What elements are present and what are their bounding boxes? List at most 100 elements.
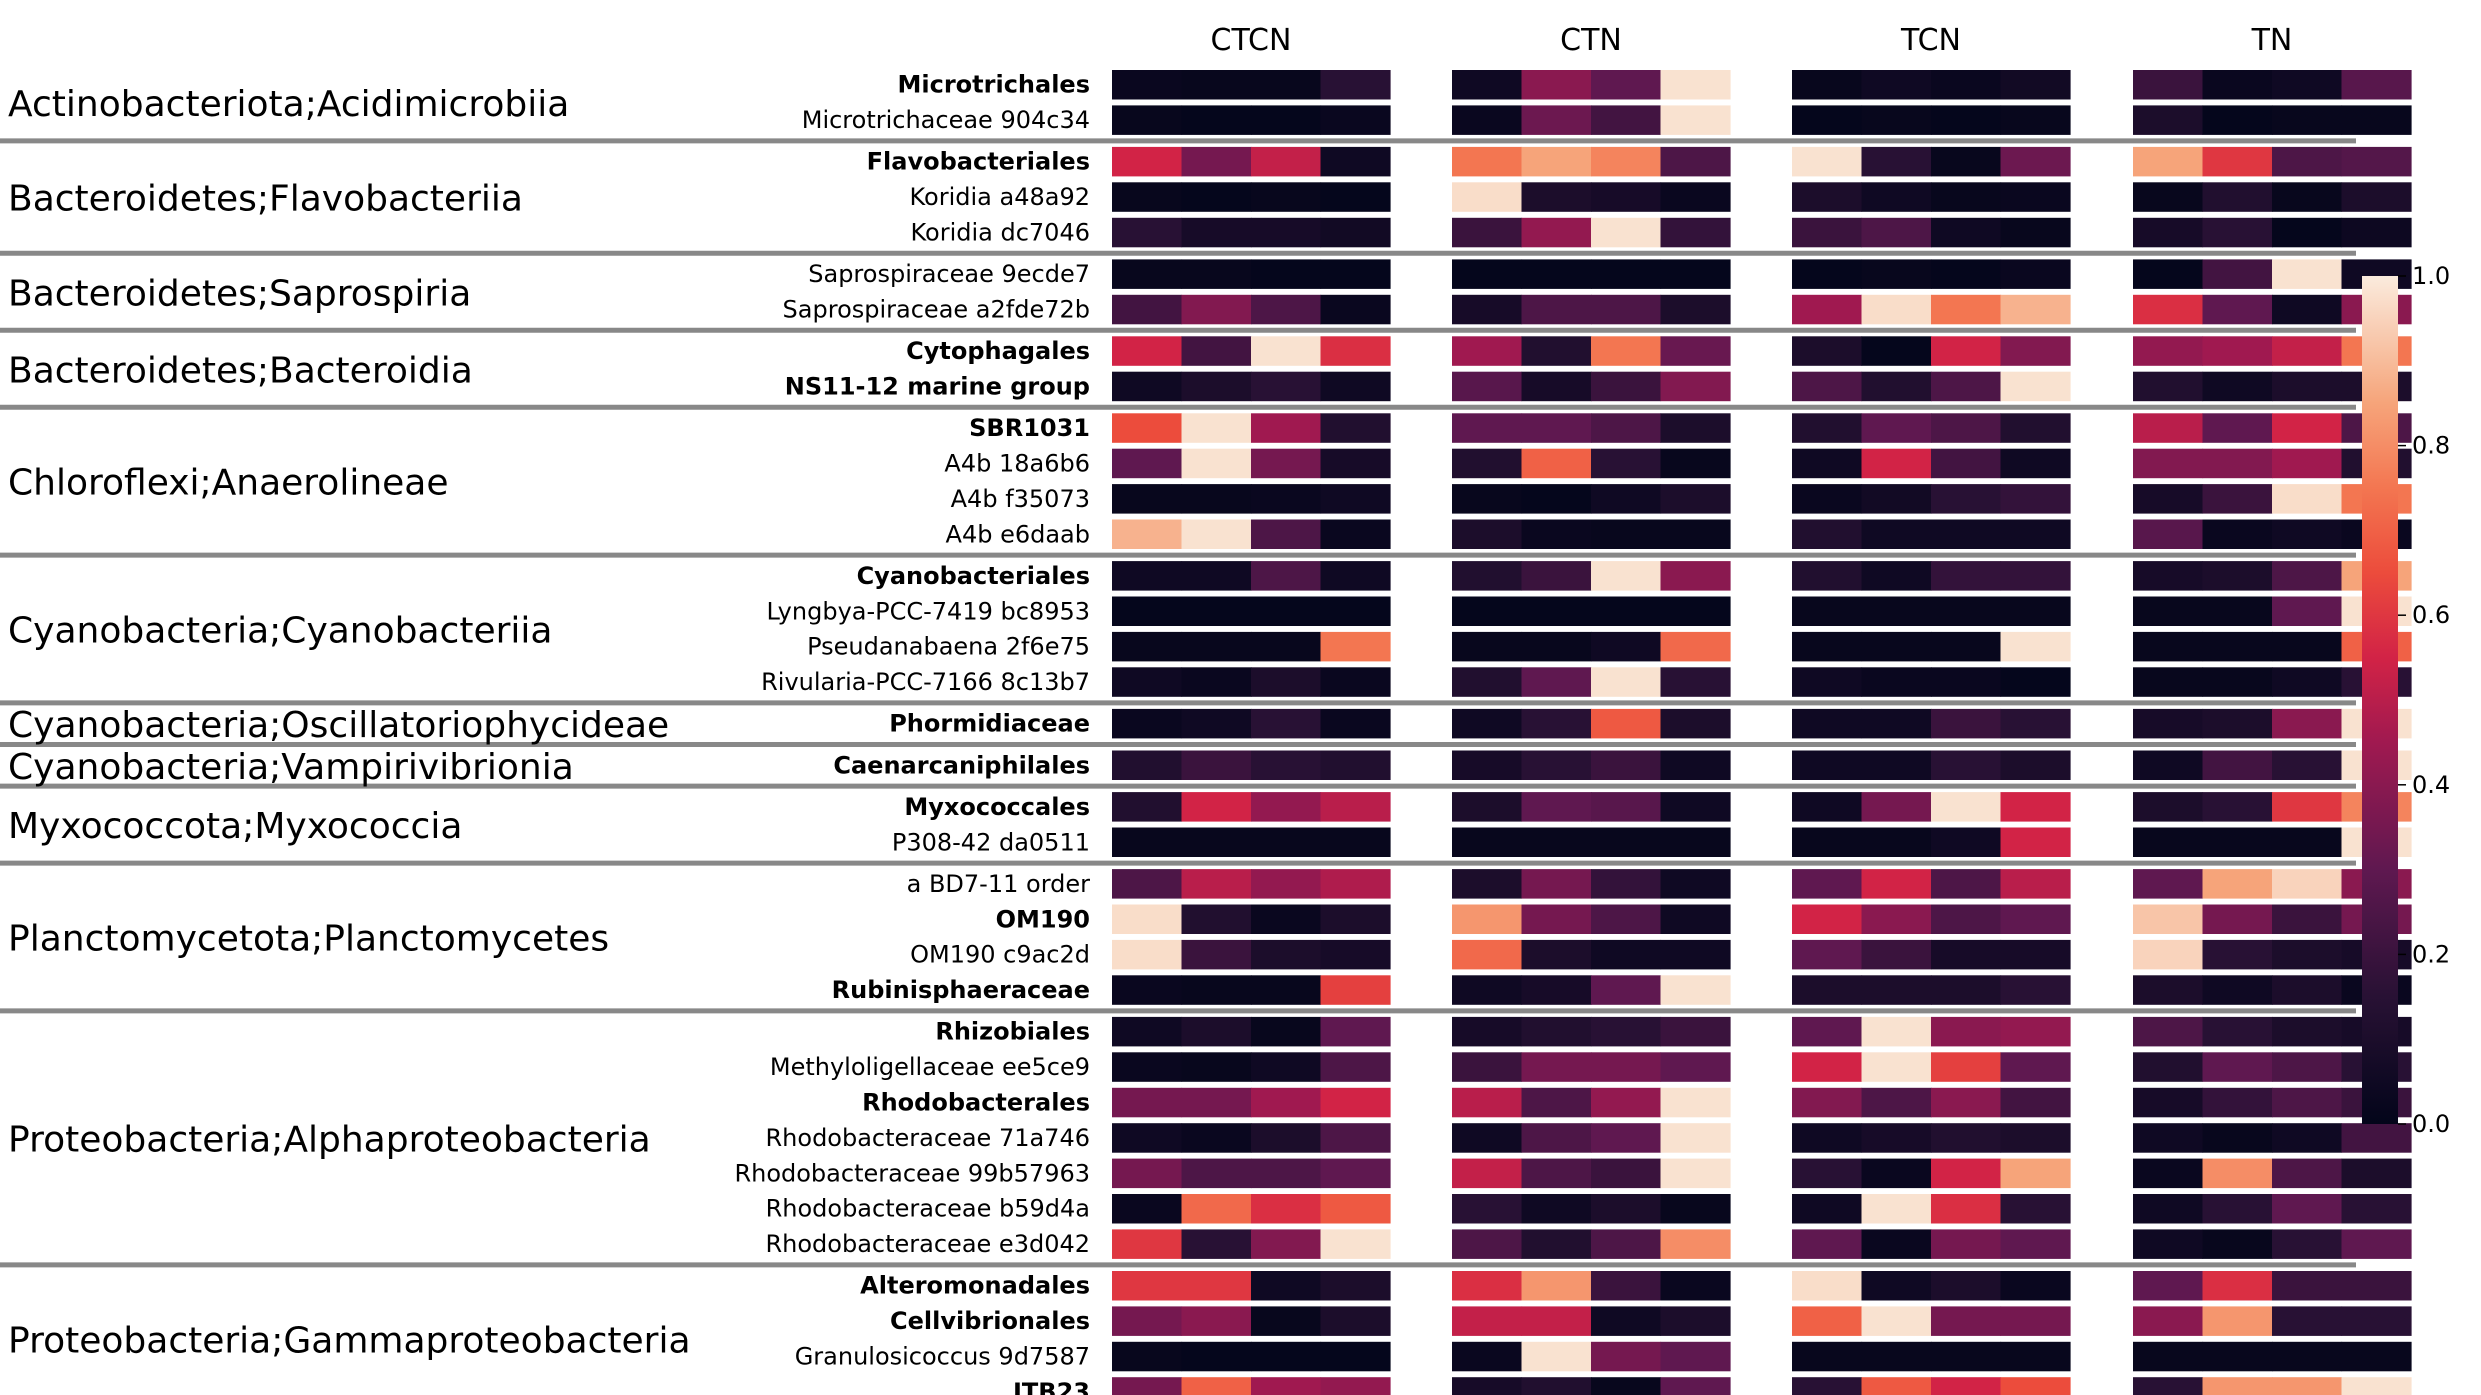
heatmap-cell-tn-3 — [2202, 1341, 2273, 1372]
heatmap-cell-tn-3 — [2202, 904, 2273, 934]
heatmap-cell-ctn-0 — [1452, 904, 1523, 934]
heatmap-cell-tn-0 — [2133, 1341, 2204, 1372]
heatmap-cell-tcn-8 — [2000, 371, 2071, 402]
heatmap-cell-tcn-3 — [1861, 1052, 1932, 1082]
heatmap-cell-ctn-3 — [1521, 1306, 1592, 1336]
heatmap-cell-tcn-8 — [2000, 1194, 2071, 1224]
heatmap-cell-tcn-0 — [1792, 904, 1863, 934]
row-label: Rhodobacteraceae 71a746 — [766, 1124, 1091, 1152]
heatmap-cell-tn-3 — [2202, 1377, 2273, 1395]
heatmap-cell-tcn-5 — [1931, 336, 2002, 366]
heatmap-cell-tcn-5 — [1931, 371, 2002, 402]
heatmap-cell-tcn-3 — [1861, 448, 1932, 479]
heatmap-cell-tcn-3 — [1861, 792, 1932, 822]
heatmap-cell-ctn-3 — [1521, 448, 1592, 479]
heatmap-cell-ctcn-8 — [1320, 667, 1391, 697]
heatmap-cell-tn-5 — [2272, 146, 2343, 177]
heatmap-cell-tn-0 — [2133, 336, 2204, 366]
heatmap-cell-tcn-0 — [1792, 708, 1863, 739]
heatmap-cell-ctcn-8 — [1320, 869, 1391, 899]
heatmap-cell-ctcn-3 — [1181, 336, 1252, 366]
row-label: Rivularia-PCC-7166 8c13b7 — [761, 668, 1090, 696]
colorbar-tick-label: 0.6 — [2412, 601, 2450, 629]
heatmap-cell-tcn-3 — [1861, 904, 1932, 934]
heatmap-cell-ctcn-3 — [1181, 105, 1252, 135]
heatmap-cell-tn-3 — [2202, 371, 2273, 402]
heatmap-cell-ctcn-3 — [1181, 708, 1252, 739]
heatmap-cell-tcn-3 — [1861, 827, 1932, 857]
heatmap-cell-tcn-0 — [1792, 1158, 1863, 1189]
heatmap-cell-ctcn-3 — [1181, 1306, 1252, 1336]
heatmap-cell-tcn-0 — [1792, 448, 1863, 479]
colorbar-gradient — [2362, 276, 2398, 1124]
row-label: Lyngbya-PCC-7419 bc8953 — [767, 597, 1090, 625]
row-label: Phormidiaceae — [889, 710, 1090, 738]
row-label: Cellvibrionales — [890, 1307, 1090, 1335]
heatmap-cell-tn-5 — [2272, 519, 2343, 549]
heatmap-cell-tn-3 — [2202, 1123, 2273, 1153]
heatmap-cell-ctn-5 — [1591, 561, 1662, 591]
heatmap-cell-ctcn-8 — [1320, 596, 1391, 626]
heatmap-cell-ctn-5 — [1591, 667, 1662, 697]
heatmap-cell-tcn-3 — [1861, 631, 1932, 662]
row-label: OM190 c9ac2d — [910, 941, 1090, 969]
heatmap-cell-tcn-5 — [1931, 667, 2002, 697]
heatmap-cell-tn-3 — [2202, 413, 2273, 443]
group-label: Bacteroidetes;Flavobacteriia — [8, 179, 523, 220]
heatmap-cell-ctcn-5 — [1251, 1158, 1322, 1189]
heatmap-cell-ctn-0 — [1452, 448, 1523, 479]
heatmap-cell-ctn-8 — [1660, 750, 1731, 780]
heatmap-cell-ctn-3 — [1521, 904, 1592, 934]
heatmap-cell-tn-3 — [2202, 939, 2273, 970]
heatmap-cell-ctcn-8 — [1320, 413, 1391, 443]
heatmap-cell-ctcn-0 — [1112, 1123, 1183, 1153]
heatmap-cell-tcn-8 — [2000, 1341, 2071, 1372]
row-label: Caenarcaniphilales — [833, 751, 1090, 779]
heatmap-cell-tcn-5 — [1931, 294, 2002, 325]
heatmap-cell-ctcn-3 — [1181, 1229, 1252, 1259]
heatmap-cell-ctcn-5 — [1251, 1341, 1322, 1372]
heatmap-cell-ctcn-0 — [1112, 371, 1183, 402]
heatmap-cell-ctcn-5 — [1251, 939, 1322, 970]
group-label: Proteobacteria;Alphaproteobacteria — [8, 1119, 651, 1160]
heatmap-cell-ctn-8 — [1660, 792, 1731, 822]
heatmap-cell-ctn-3 — [1521, 105, 1592, 135]
heatmap-cell-tn-0 — [2133, 667, 2204, 697]
heatmap-cell-tcn-0 — [1792, 1341, 1863, 1372]
heatmap-cell-tcn-8 — [2000, 1377, 2071, 1395]
heatmap-cell-ctn-8 — [1660, 1123, 1731, 1153]
heatmap-cell-ctcn-0 — [1112, 484, 1183, 514]
heatmap-cell-ctn-0 — [1452, 1158, 1523, 1189]
heatmap-cell-ctcn-8 — [1320, 1052, 1391, 1082]
heatmap-cell-tcn-8 — [2000, 1229, 2071, 1259]
heatmap-cell-tcn-0 — [1792, 217, 1863, 248]
heatmap-cell-ctcn-3 — [1181, 1123, 1252, 1153]
colorbar-tick-label: 0.8 — [2412, 432, 2450, 460]
heatmap-cell-tn-5 — [2272, 182, 2343, 212]
heatmap-cell-tn-0 — [2133, 484, 2204, 514]
heatmap-cell-tn-5 — [2272, 708, 2343, 739]
heatmap-cell-tcn-8 — [2000, 561, 2071, 591]
heatmap-cell-tcn-8 — [2000, 484, 2071, 514]
heatmap-cell-tcn-8 — [2000, 413, 2071, 443]
heatmap-cell-ctcn-3 — [1181, 904, 1252, 934]
heatmap-cell-ctn-5 — [1591, 70, 1662, 100]
heatmap-cell-tn-0 — [2133, 519, 2204, 549]
heatmap-cell-tn-5 — [2272, 294, 2343, 325]
heatmap-cell-tcn-3 — [1861, 939, 1932, 970]
heatmap-cell-ctcn-0 — [1112, 1016, 1183, 1047]
heatmap-cell-tn-5 — [2272, 1123, 2343, 1153]
heatmap-cell-ctcn-3 — [1181, 1194, 1252, 1224]
row-label: Rubinisphaeraceae — [832, 976, 1090, 1004]
heatmap-cell-ctcn-3 — [1181, 182, 1252, 212]
heatmap-cell-tcn-8 — [2000, 259, 2071, 289]
colorbar-tick-label: 1.0 — [2412, 262, 2450, 290]
heatmap-cell-tcn-3 — [1861, 750, 1932, 780]
heatmap-cell-tcn-3 — [1861, 217, 1932, 248]
row-label: SBR1031 — [969, 414, 1090, 442]
heatmap-cell-ctn-5 — [1591, 869, 1662, 899]
heatmap-cell-ctcn-8 — [1320, 336, 1391, 366]
heatmap-cell-tcn-8 — [2000, 1052, 2071, 1082]
heatmap-cell-ctcn-3 — [1181, 371, 1252, 402]
heatmap-cell-tcn-3 — [1861, 413, 1932, 443]
